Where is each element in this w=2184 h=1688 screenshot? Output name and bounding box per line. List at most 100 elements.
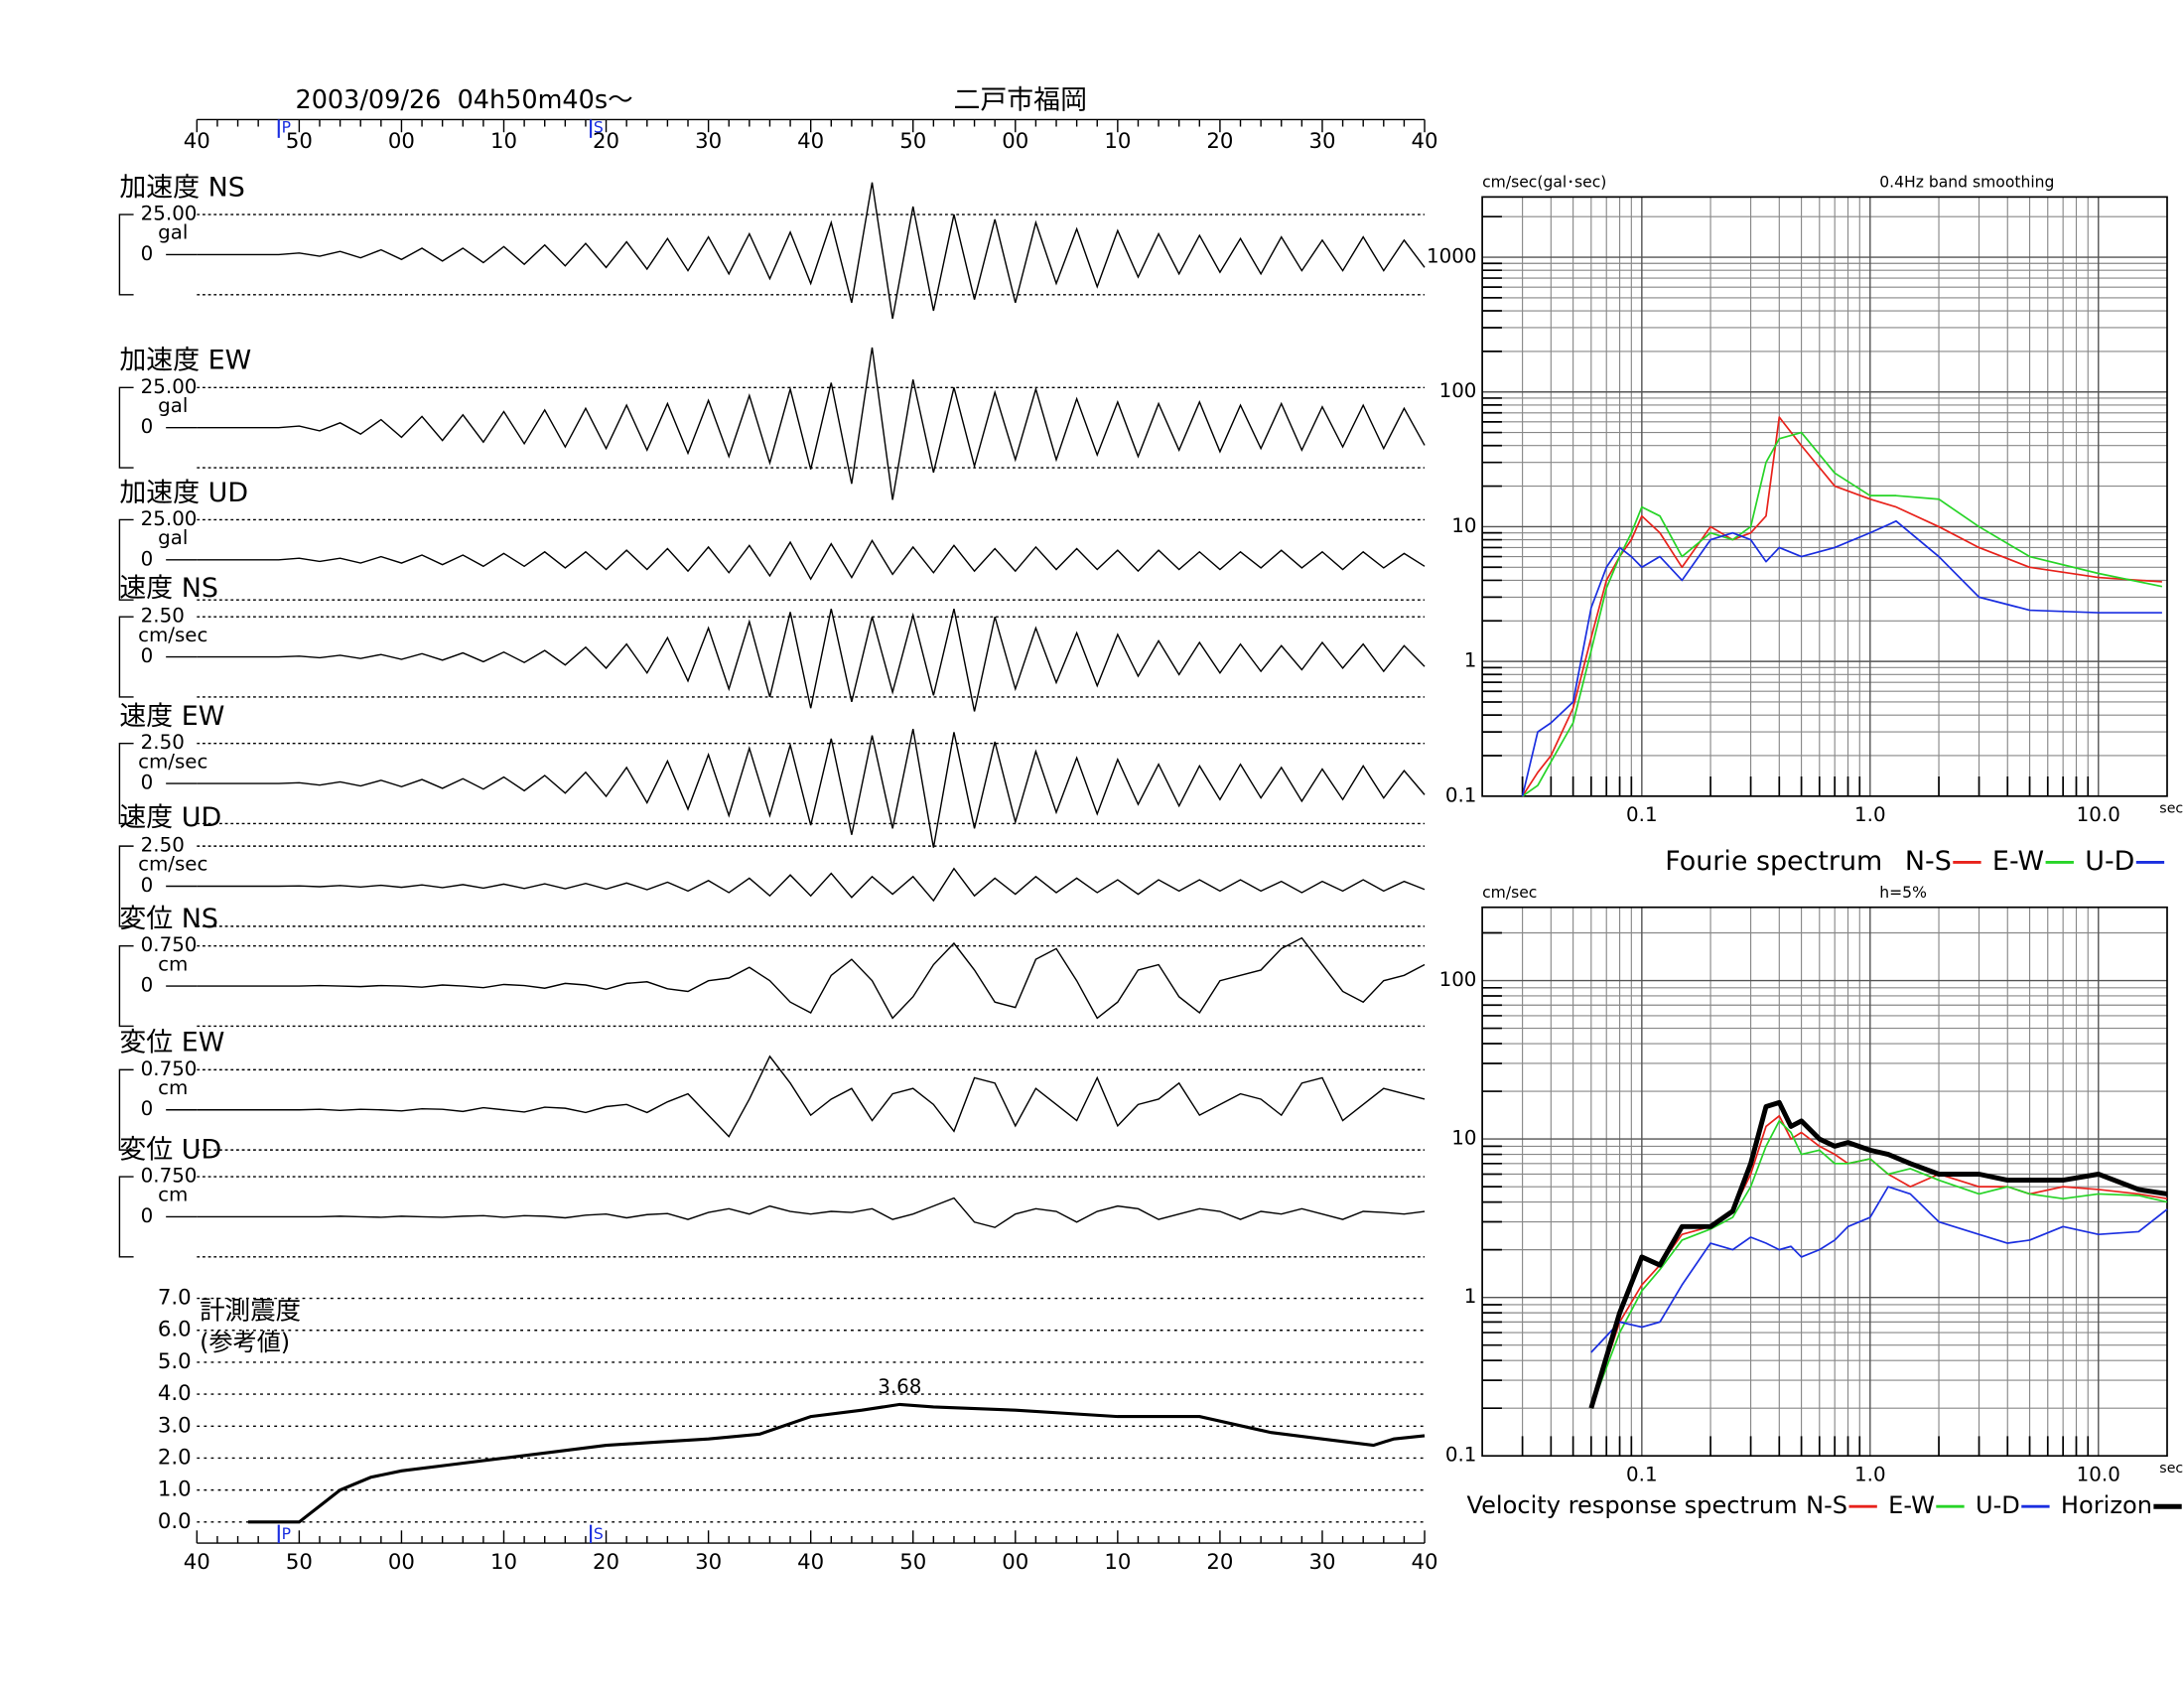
y-tick-label: 0.1 — [1445, 783, 1477, 806]
plot-frame — [1481, 196, 2168, 797]
legend-label[interactable]: U-D — [1976, 1491, 2020, 1519]
x-tick-label: 1.0 — [1854, 1464, 1886, 1486]
y-axis-label: cm/sec(gal･sec) — [1482, 174, 1606, 192]
legend-label[interactable]: N-S — [1806, 1491, 1847, 1519]
spectrum-line — [1590, 1120, 2168, 1409]
waveform-trace — [197, 539, 1426, 581]
x-tick-label: 30 — [1308, 129, 1335, 154]
x-tick-label: 10 — [490, 1550, 517, 1575]
waveform-trace — [197, 729, 1426, 848]
y-tick-label: 2.50 — [141, 731, 185, 754]
y-tick-label: 6.0 — [158, 1318, 192, 1342]
legend-title: Fourie spectrum — [1665, 846, 1882, 877]
spectrum-line — [1521, 519, 2162, 797]
trace-unit: cm/sec — [138, 624, 207, 646]
x-tick-label: 0.1 — [1626, 803, 1658, 826]
x-tick-label: 00 — [1002, 129, 1028, 154]
y-tick-label: 0.1 — [1445, 1444, 1477, 1467]
peak-label: 3.68 — [878, 1375, 921, 1398]
x-tick-label: 00 — [388, 129, 415, 154]
y-tick-label: 0 — [141, 874, 154, 897]
x-tick-label: 10.0 — [2077, 1464, 2120, 1486]
x-axis-label: sec — [2159, 1461, 2183, 1477]
x-tick-label: 10 — [1104, 1550, 1131, 1575]
x-tick-label: 00 — [1002, 1550, 1028, 1575]
spectrum-line — [1590, 1186, 2168, 1353]
y-tick-label: 0 — [141, 242, 154, 265]
x-tick-label: 1.0 — [1854, 803, 1886, 826]
trace-label: 変位 NS — [119, 904, 218, 934]
trace-bracket — [118, 845, 134, 927]
trace-label: 加速度 EW — [119, 346, 251, 376]
trace-label: 変位 EW — [119, 1028, 224, 1058]
trace-label: 速度 EW — [119, 701, 224, 732]
x-tick-label: 30 — [695, 1550, 722, 1575]
y-tick-label: 0 — [141, 772, 154, 794]
plot-note: h=5% — [1879, 884, 1927, 902]
y-tick-label: 0 — [141, 415, 154, 438]
y-tick-label: 0 — [141, 644, 154, 667]
trace-bracket — [118, 743, 134, 825]
y-tick-label: 2.0 — [158, 1445, 192, 1470]
y-tick-label: 7.0 — [158, 1286, 192, 1311]
y-tick-label: 0 — [141, 974, 154, 997]
waveform-trace — [197, 936, 1426, 1020]
legend-label[interactable]: U-D — [2085, 846, 2134, 877]
y-tick-label: 1 — [1464, 1285, 1477, 1308]
x-tick-label: 30 — [1308, 1550, 1335, 1575]
x-tick-label: 50 — [899, 1550, 926, 1575]
x-tick-label: 50 — [286, 129, 313, 154]
trace-unit: cm — [158, 952, 188, 975]
y-tick-label: 25.00 — [141, 203, 198, 225]
trace-label: 速度 NS — [119, 573, 218, 604]
plot-frame — [1481, 906, 2168, 1458]
x-tick-label: 10 — [490, 129, 517, 154]
trace-unit: cm/sec — [138, 853, 207, 876]
legend-label[interactable]: N-S — [1905, 846, 1952, 877]
x-tick-label: 20 — [1206, 1550, 1233, 1575]
x-tick-label: 10 — [1104, 129, 1131, 154]
trace-unit: gal — [158, 394, 188, 417]
record-time: 2003/09/26 04h50m40s〜 — [295, 85, 632, 115]
trace-unit: gal — [158, 221, 188, 244]
y-tick-label: 1000 — [1427, 245, 1476, 268]
phase-label: P — [282, 1525, 291, 1543]
y-tick-label: 10 — [1451, 1127, 1476, 1150]
waveform-trace — [197, 1196, 1426, 1228]
waveform-trace — [197, 182, 1426, 320]
y-tick-label: 4.0 — [158, 1381, 192, 1406]
phase-label: S — [594, 118, 604, 136]
x-tick-label: 40 — [184, 1550, 210, 1575]
trace-bracket — [118, 386, 134, 469]
x-tick-label: 30 — [695, 129, 722, 154]
intensity-line — [247, 1402, 1426, 1524]
y-tick-label: 100 — [1439, 968, 1477, 991]
spectrum-line — [1522, 431, 2163, 797]
y-tick-label: 1 — [1464, 649, 1477, 672]
trace-unit: cm — [158, 1076, 188, 1099]
legend-label[interactable]: E-W — [1992, 846, 2044, 877]
x-tick-label: 50 — [286, 1550, 313, 1575]
trace-bracket — [118, 1068, 134, 1151]
x-tick-label: 20 — [1206, 129, 1233, 154]
y-tick-label: 5.0 — [158, 1349, 192, 1374]
x-tick-label: 0.1 — [1626, 1464, 1658, 1486]
trace-label: 速度 UD — [119, 802, 221, 833]
y-tick-label: 25.00 — [141, 507, 198, 530]
trace-bracket — [118, 1176, 134, 1258]
y-tick-label: 0 — [141, 1097, 154, 1120]
x-tick-label: 20 — [593, 129, 619, 154]
x-axis-label: sec — [2159, 801, 2183, 817]
y-tick-label: 100 — [1439, 379, 1477, 402]
trace-bracket — [118, 944, 134, 1028]
intensity-title: 計測震度 — [200, 1297, 301, 1327]
x-tick-label: 50 — [899, 129, 926, 154]
trace-bracket — [118, 213, 134, 296]
legend-label[interactable]: Horizon — [2061, 1491, 2152, 1519]
x-tick-label: 20 — [593, 1550, 619, 1575]
legend-label[interactable]: E-W — [1888, 1491, 1935, 1519]
y-axis-label: cm/sec — [1482, 884, 1537, 902]
y-tick-label: 25.00 — [141, 375, 198, 398]
trace-label: 変位 UD — [119, 1134, 221, 1165]
